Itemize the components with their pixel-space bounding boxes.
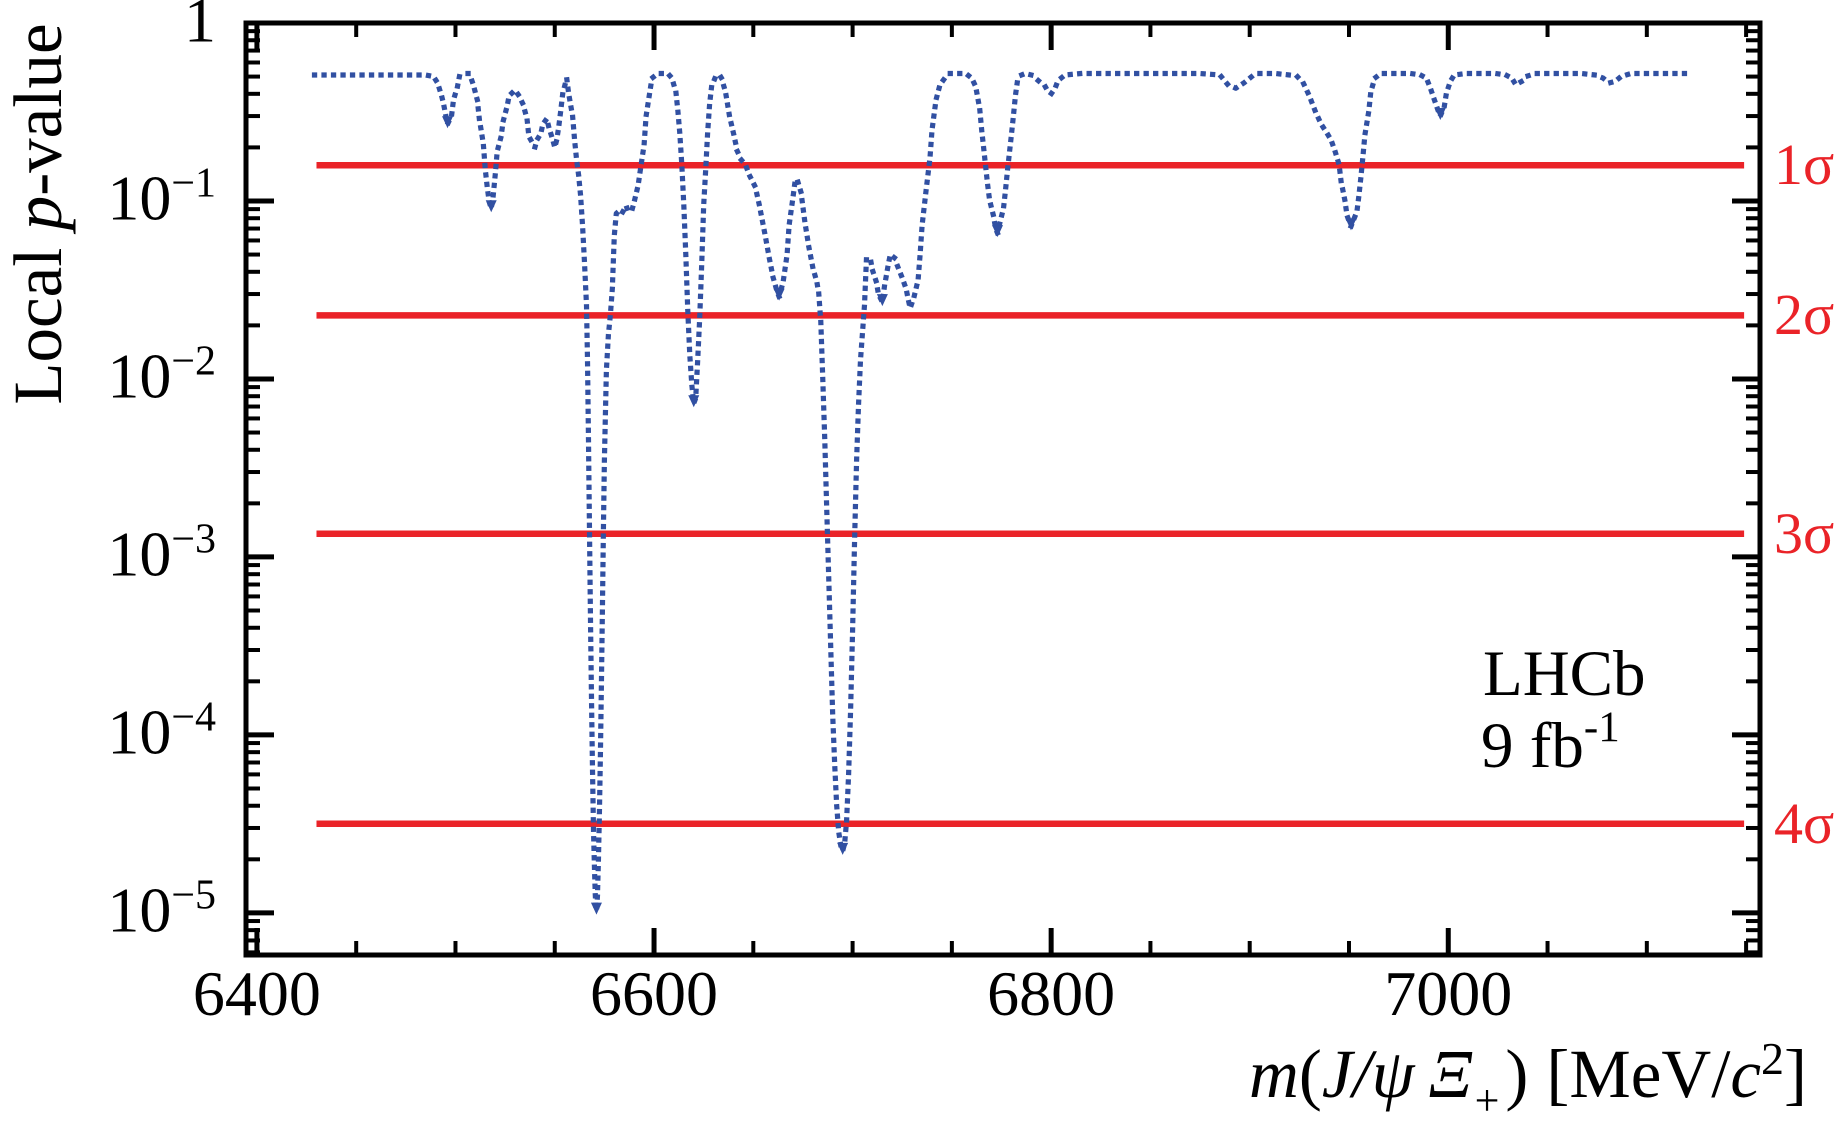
minimum-arrow — [837, 842, 849, 855]
minimum-arrow — [590, 902, 602, 915]
x-tick-label-7000: 7000 — [1384, 958, 1513, 1029]
sigma-label-2sigma: 2σ — [1774, 282, 1835, 348]
y-axis-title-suffix: -value — [0, 23, 76, 196]
minimum-arrow — [1345, 218, 1357, 231]
minimum-arrow — [688, 395, 700, 408]
x-axis-title-xi-indices: +c — [1474, 1076, 1500, 1122]
y-axis-title-italic-p: p — [0, 195, 76, 231]
x-tick-label-6600: 6600 — [590, 958, 719, 1029]
y-tick-label-0.01: 10−2 — [107, 338, 216, 412]
sigma-label-3sigma: 3σ — [1774, 500, 1835, 566]
minimum-arrow — [773, 288, 785, 301]
x-axis-title-unit: [MeV/ — [1546, 1036, 1731, 1112]
y-tick-label-0.001: 10−3 — [107, 516, 216, 590]
x-axis-title-close-paren: ) — [1505, 1036, 1529, 1112]
xi-subscript: c — [1475, 1115, 1495, 1122]
minimum-arrow — [1434, 108, 1446, 121]
x-tick-label-6800: 6800 — [987, 958, 1116, 1029]
y-tick-label-0.00001: 10−5 — [107, 872, 216, 946]
x-axis-title-unit-c: c — [1730, 1036, 1762, 1112]
luminosity-label: 9 fb-1 — [1481, 706, 1620, 779]
y-axis-title: Local p-value — [0, 0, 76, 434]
x-axis-title-unit-bracket: ] — [1784, 1036, 1807, 1112]
minimum-arrow — [442, 116, 454, 129]
minimum-arrow — [485, 200, 497, 213]
pvalue-curve — [311, 70, 1688, 914]
y-tick-label-1: 1 — [184, 0, 216, 56]
x-axis-title-m: m — [1249, 1036, 1299, 1112]
sigma-label-4sigma: 4σ — [1774, 790, 1835, 856]
sigma-label-1sigma: 1σ — [1774, 132, 1835, 198]
y-tick-label-0.1: 10−1 — [107, 160, 216, 234]
x-axis-title-unit-exp: 2 — [1761, 1033, 1785, 1084]
y-axis-title-text: Local — [0, 230, 76, 405]
minimum-arrow — [876, 294, 888, 307]
x-axis-title-jpsi: J/ψ — [1321, 1036, 1415, 1112]
luminosity-exponent: -1 — [1583, 704, 1620, 752]
y-tick-label-0.0001: 10−4 — [107, 694, 216, 768]
x-axis-title-paren: ( — [1298, 1036, 1322, 1112]
minimum-arrow — [992, 225, 1004, 238]
xi-superscript: + — [1474, 1076, 1500, 1122]
luminosity-value: 9 fb — [1481, 710, 1584, 782]
x-axis-title-xi: Ξ — [1428, 1036, 1473, 1112]
plot-frame — [243, 20, 1763, 958]
x-tick-label-6400: 6400 — [192, 958, 321, 1029]
experiment-label: LHCb — [1483, 638, 1646, 710]
x-axis-title: m(J/ψΞ+c)[MeV/c2] — [1249, 1036, 1807, 1122]
